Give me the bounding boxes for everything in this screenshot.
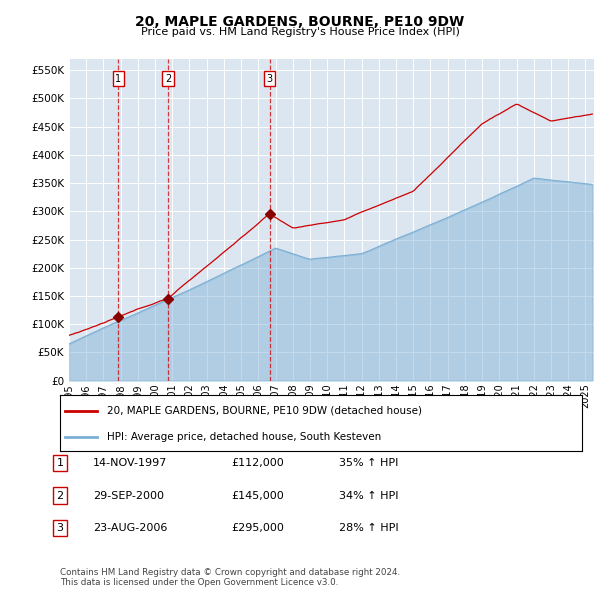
Text: 2: 2: [56, 491, 64, 500]
Text: 20, MAPLE GARDENS, BOURNE, PE10 9DW (detached house): 20, MAPLE GARDENS, BOURNE, PE10 9DW (det…: [107, 406, 422, 416]
Text: 35% ↑ HPI: 35% ↑ HPI: [339, 458, 398, 468]
Text: Contains HM Land Registry data © Crown copyright and database right 2024.
This d: Contains HM Land Registry data © Crown c…: [60, 568, 400, 587]
Text: 3: 3: [266, 74, 272, 84]
Text: 1: 1: [56, 458, 64, 468]
Text: 3: 3: [56, 523, 64, 533]
Text: £112,000: £112,000: [231, 458, 284, 468]
Text: 29-SEP-2000: 29-SEP-2000: [93, 491, 164, 500]
Text: 23-AUG-2006: 23-AUG-2006: [93, 523, 167, 533]
Text: Price paid vs. HM Land Registry's House Price Index (HPI): Price paid vs. HM Land Registry's House …: [140, 27, 460, 37]
Text: £145,000: £145,000: [231, 491, 284, 500]
Text: 34% ↑ HPI: 34% ↑ HPI: [339, 491, 398, 500]
Text: HPI: Average price, detached house, South Kesteven: HPI: Average price, detached house, Sout…: [107, 432, 381, 442]
Text: 1: 1: [115, 74, 121, 84]
Text: 28% ↑ HPI: 28% ↑ HPI: [339, 523, 398, 533]
Text: 14-NOV-1997: 14-NOV-1997: [93, 458, 167, 468]
Text: 2: 2: [165, 74, 171, 84]
Text: 20, MAPLE GARDENS, BOURNE, PE10 9DW: 20, MAPLE GARDENS, BOURNE, PE10 9DW: [136, 15, 464, 29]
Text: £295,000: £295,000: [231, 523, 284, 533]
